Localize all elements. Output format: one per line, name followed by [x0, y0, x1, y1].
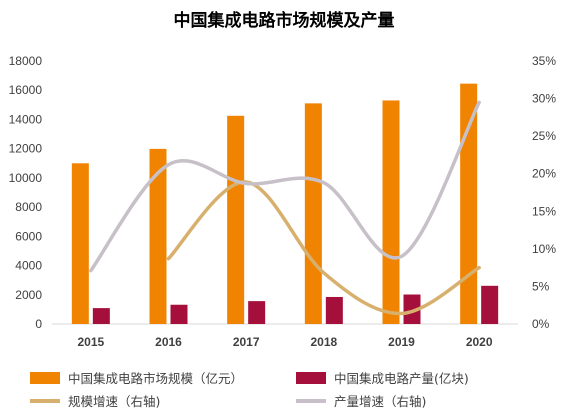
left-axis-tick-label: 0: [35, 317, 42, 331]
bar-series-0-2016: [149, 148, 167, 324]
chart-title: 中国集成电路市场规模及产量: [174, 10, 395, 31]
x-axis-tick-label: 2016: [155, 335, 182, 349]
legend-swatch-0: [30, 372, 60, 384]
legend-label-3: 产量增速（右轴): [334, 394, 426, 409]
x-axis-tick-label: 2020: [466, 335, 493, 349]
left-axis-tick-label: 2000: [15, 288, 42, 302]
line-group: [89, 100, 481, 316]
line-series-3: [89, 100, 481, 273]
left-axis-tick-label: 6000: [15, 229, 42, 243]
bar-series-1-2020: [481, 285, 499, 324]
left-axis-tick-label: 16000: [9, 83, 43, 97]
legend-label-1: 中国集成电路产量(亿块): [334, 371, 469, 386]
right-axis-tick-label: 10%: [532, 242, 556, 256]
legend-label-0: 中国集成电路市场规模（亿元）: [68, 371, 243, 386]
line-series-2: [166, 180, 481, 316]
left-axis-tick-label: 4000: [15, 259, 42, 273]
x-axis-tick-label: 2019: [388, 335, 415, 349]
left-axis-tick-label: 8000: [15, 200, 42, 214]
right-axis-tick-label: 35%: [532, 54, 556, 68]
bar-series-1-2015: [92, 308, 110, 324]
bar-series-0-2018: [304, 103, 322, 324]
right-axis-ticks: 0% 5% 10% 15% 20% 25% 30% 35%: [532, 54, 556, 331]
left-axis-tick-label: 18000: [9, 54, 43, 68]
left-axis-ticks: 0 2000 4000 6000 8000 10000 12000 14000 16000 180…: [9, 54, 43, 331]
right-axis-tick-label: 20%: [532, 167, 556, 181]
legend-label-2: 规模增速（右轴): [68, 394, 160, 409]
right-axis-tick-label: 15%: [532, 204, 556, 218]
bar-series-1-2016: [170, 304, 188, 324]
left-axis-tick-label: 14000: [9, 112, 43, 126]
bar-series-0-2017: [227, 115, 245, 325]
right-axis-tick-label: 30%: [532, 92, 556, 106]
right-axis-tick-label: 0%: [532, 317, 550, 331]
bar-series-1-2019: [403, 294, 421, 324]
x-axis-ticks: 2015 2016 2017 2018 2019 2020: [77, 335, 492, 349]
bar-series-0-2020: [460, 83, 478, 325]
bar-series-0-2019: [382, 100, 400, 324]
bar-series-1-2018: [325, 296, 343, 324]
legend: 中国集成电路市场规模（亿元） 中国集成电路产量(亿块) 规模增速（右轴) 产量增速（右…: [30, 371, 469, 409]
right-axis-tick-label: 5%: [532, 279, 550, 293]
bar-series-0-2015: [71, 163, 89, 324]
left-axis-tick-label: 12000: [9, 142, 43, 156]
x-axis-tick-label: 2015: [77, 335, 104, 349]
bar-group: [71, 83, 499, 325]
left-axis-tick-label: 10000: [9, 171, 43, 185]
x-axis-tick-label: 2018: [310, 335, 337, 349]
x-axis-tick-label: 2017: [233, 335, 260, 349]
right-axis-tick-label: 25%: [532, 129, 556, 143]
legend-swatch-1: [296, 372, 326, 384]
bar-series-1-2017: [248, 301, 266, 324]
